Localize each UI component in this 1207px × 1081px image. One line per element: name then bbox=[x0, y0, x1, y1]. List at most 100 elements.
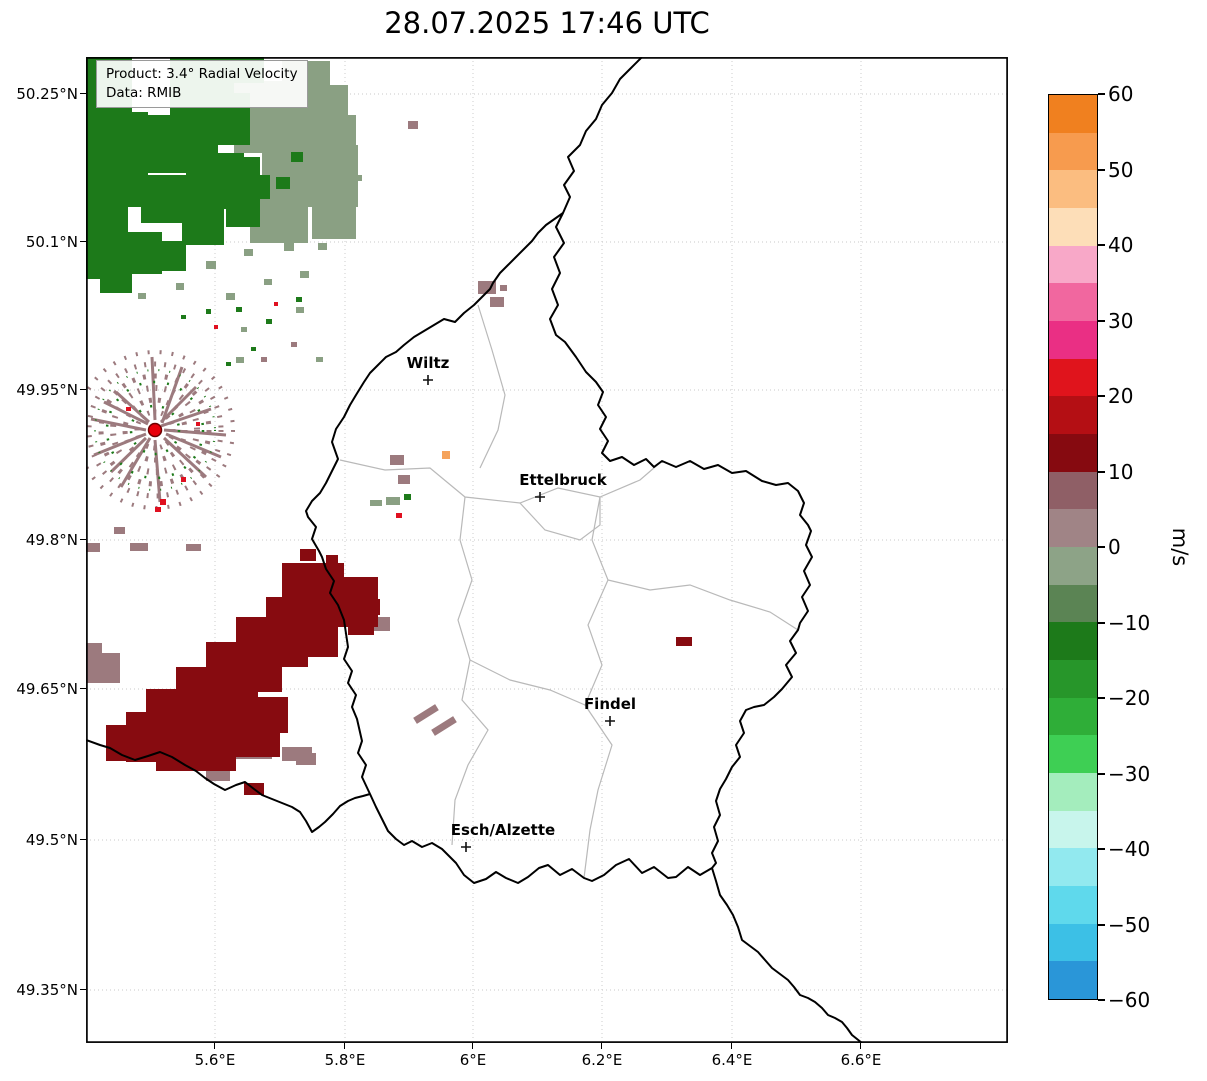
y-tick-label: 49.8°N bbox=[25, 531, 78, 549]
x-tick-label: 5.8°E bbox=[324, 1051, 366, 1069]
colorbar-segment bbox=[1049, 735, 1097, 774]
radar-echo-red bbox=[106, 549, 692, 795]
y-tick-label: 49.65°N bbox=[16, 680, 78, 698]
colorbar-tick-label: −20 bbox=[1108, 686, 1151, 710]
tick-mark bbox=[80, 93, 86, 95]
tick-mark bbox=[860, 1043, 862, 1049]
product-label: Product: 3.4° Radial Velocity bbox=[106, 66, 298, 82]
y-tick-label: 49.5°N bbox=[25, 831, 78, 849]
city-marker-icon bbox=[423, 375, 433, 385]
colorbar-segment bbox=[1049, 434, 1097, 472]
colorbar-segment bbox=[1049, 697, 1097, 736]
colorbar-segment bbox=[1049, 547, 1097, 585]
tick-mark bbox=[1098, 999, 1105, 1001]
city-label-esch: Esch/Alzette bbox=[450, 821, 556, 839]
tick-mark bbox=[214, 1043, 216, 1049]
radar-site-dot bbox=[147, 422, 163, 438]
y-tick-label: 49.95°N bbox=[16, 381, 78, 399]
colorbar-segment bbox=[1049, 848, 1097, 887]
colorbar-segment bbox=[1049, 358, 1097, 397]
tick-mark bbox=[1098, 320, 1105, 322]
plot-frame bbox=[86, 57, 1008, 1043]
city-label-wiltz: Wiltz bbox=[406, 354, 450, 372]
tick-mark bbox=[601, 1043, 603, 1049]
colorbar-segment bbox=[1049, 95, 1097, 133]
colorbar-segment bbox=[1049, 660, 1097, 698]
colorbar-segment bbox=[1049, 886, 1097, 924]
tick-mark bbox=[80, 989, 86, 991]
x-tick-label: 5.6°E bbox=[194, 1051, 236, 1069]
colorbar-segment bbox=[1049, 961, 1097, 1000]
tick-mark bbox=[80, 688, 86, 690]
tick-mark bbox=[1098, 773, 1105, 775]
city-marker-icon bbox=[535, 492, 545, 502]
tick-mark bbox=[1098, 848, 1105, 850]
belgium-germany-border bbox=[562, 57, 643, 214]
colorbar-tick-label: 0 bbox=[1108, 535, 1121, 559]
y-tick-label: 50.1°N bbox=[25, 233, 78, 251]
radar-echo-mauve-dashes bbox=[413, 704, 457, 736]
y-tick-label: 50.25°N bbox=[16, 85, 78, 103]
x-tick-label: 6.6°E bbox=[840, 1051, 882, 1069]
tick-mark bbox=[1098, 546, 1105, 548]
map-canvas bbox=[86, 57, 1008, 1043]
city-marker-icon bbox=[605, 716, 615, 726]
radar-echo-orange-pixel bbox=[442, 451, 450, 459]
district-borders bbox=[339, 304, 799, 879]
france-germany-border bbox=[711, 867, 863, 1043]
colorbar-tick-label: 50 bbox=[1108, 158, 1134, 182]
colorbar-tick-label: −10 bbox=[1108, 611, 1151, 635]
city-label-findel: Findel bbox=[583, 695, 637, 713]
x-tick-label: 6.4°E bbox=[711, 1051, 753, 1069]
tick-mark bbox=[80, 839, 86, 841]
country-borders bbox=[86, 57, 863, 1043]
tick-mark bbox=[80, 539, 86, 541]
colorbar-segment bbox=[1049, 471, 1097, 510]
tick-mark bbox=[1098, 395, 1105, 397]
gridlines bbox=[86, 57, 1008, 1043]
radar-echo-sage bbox=[138, 61, 400, 506]
colorbar-segment bbox=[1049, 584, 1097, 623]
colorbar-tick-label: 60 bbox=[1108, 82, 1134, 106]
colorbar-segment bbox=[1049, 810, 1097, 849]
colorbar bbox=[1048, 94, 1098, 1000]
city-marker-icon bbox=[461, 842, 471, 852]
colorbar-segment bbox=[1049, 132, 1097, 171]
radar-echo-green bbox=[86, 57, 411, 500]
product-info-box: Product: 3.4° Radial Velocity Data: RMIB bbox=[96, 60, 308, 108]
tick-mark bbox=[1098, 244, 1105, 246]
colorbar-tick-label: −50 bbox=[1108, 913, 1151, 937]
colorbar-tick-label: 20 bbox=[1108, 384, 1134, 408]
colorbar-segment bbox=[1049, 321, 1097, 359]
colorbar-tick-label: −30 bbox=[1108, 762, 1151, 786]
tick-mark bbox=[1098, 93, 1105, 95]
colorbar-tick-label: −40 bbox=[1108, 837, 1151, 861]
colorbar-segment bbox=[1049, 208, 1097, 246]
figure-title: 28.07.2025 17:46 UTC bbox=[384, 6, 710, 40]
data-source-label: Data: RMIB bbox=[106, 84, 182, 101]
tick-mark bbox=[1098, 622, 1105, 624]
map-plot: Product: 3.4° Radial Velocity Data: RMIB… bbox=[86, 57, 1008, 1043]
colorbar-segment bbox=[1049, 509, 1097, 548]
colorbar-segment bbox=[1049, 622, 1097, 661]
colorbar-segment bbox=[1049, 170, 1097, 209]
tick-mark bbox=[1098, 471, 1105, 473]
radar-speckle-red-bits bbox=[126, 302, 402, 518]
belgium-france-border bbox=[86, 739, 371, 833]
colorbar-tick-label: 30 bbox=[1108, 309, 1134, 333]
tick-mark bbox=[344, 1043, 346, 1049]
radar-site-speckle bbox=[86, 350, 235, 510]
colorbar-segment bbox=[1049, 923, 1097, 962]
luxembourg-border bbox=[305, 212, 813, 884]
colorbar-tick-label: 10 bbox=[1108, 460, 1134, 484]
colorbar-tick-label: −60 bbox=[1108, 988, 1151, 1012]
y-tick-label: 49.35°N bbox=[16, 981, 78, 999]
colorbar-segment bbox=[1049, 245, 1097, 284]
radar-site-speckle-green bbox=[94, 369, 216, 491]
city-markers bbox=[423, 375, 615, 852]
tick-mark bbox=[731, 1043, 733, 1049]
colorbar-tick-label: 40 bbox=[1108, 233, 1134, 257]
tick-mark bbox=[80, 389, 86, 391]
tick-mark bbox=[80, 241, 86, 243]
